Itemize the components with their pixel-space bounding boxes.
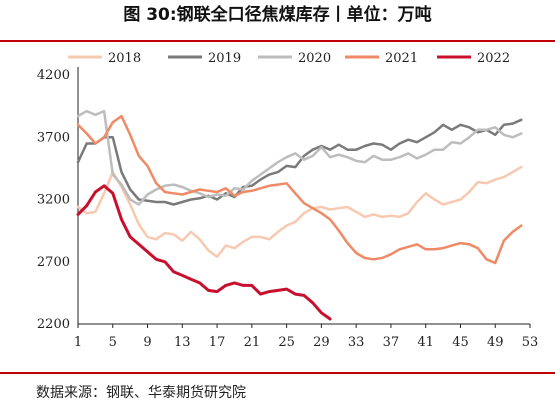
y-tick-label: 3200: [37, 193, 70, 208]
y-tick-label: 2200: [37, 317, 70, 332]
x-tick-label: 9: [143, 335, 151, 350]
x-tick-label: 29: [313, 335, 330, 350]
x-tick-label: 25: [278, 335, 295, 350]
y-tick-label: 2700: [37, 255, 70, 270]
x-tick-label: 13: [174, 335, 191, 350]
legend-label: 2022: [477, 51, 510, 66]
series-line-2019: [76, 118, 523, 206]
y-tick-label: 3700: [37, 130, 70, 145]
title-divider: [0, 40, 555, 42]
source-divider: [0, 372, 555, 374]
axes: 2200 2700 3200 3700 4200 1 5 9 13 17 21 25 29 33 37 41 4…: [37, 67, 538, 350]
x-tick-label: 37: [383, 335, 400, 350]
series-line-2018: [76, 165, 523, 259]
series-line-2021: [76, 114, 523, 265]
legend: 2018 2019 2020 2021 2022: [68, 51, 510, 66]
series-lines: [76, 109, 523, 321]
series-line-2020: [76, 109, 523, 206]
x-tick-label: 45: [452, 335, 469, 350]
legend-label: 2020: [298, 51, 331, 66]
x-tick-label: 33: [348, 335, 365, 350]
x-tick-label: 49: [487, 335, 504, 350]
x-tick-label: 17: [209, 335, 226, 350]
legend-label: 2019: [208, 51, 241, 66]
x-tick-label: 5: [109, 335, 117, 350]
x-tick-label: 41: [417, 335, 434, 350]
data-source: 数据来源：钢联、华泰期货研究院: [36, 385, 246, 401]
y-tick-label: 4200: [37, 68, 70, 83]
x-tick-label: 21: [244, 335, 261, 350]
series-line-2022: [76, 184, 332, 321]
chart-title: 图 30:钢联全口径焦煤库存丨单位：万吨: [123, 5, 432, 25]
legend-label: 2021: [385, 51, 418, 66]
x-tick-label: 1: [74, 335, 82, 350]
x-tick-label: 53: [522, 335, 539, 350]
legend-label: 2018: [108, 51, 141, 66]
